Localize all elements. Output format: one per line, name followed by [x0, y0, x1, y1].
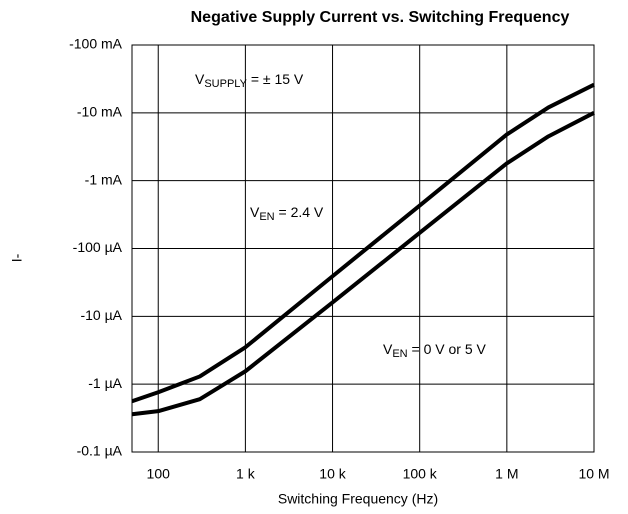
annotation: VSUPPLY = ± 15 V	[195, 71, 304, 90]
annotation-suffix: = 0 V or 5 V	[408, 341, 487, 357]
series-line	[131, 111, 595, 417]
annotation: VEN = 2.4 V	[250, 204, 324, 223]
y-tick-label: -1 mA	[85, 171, 123, 187]
annotation-base: V	[250, 204, 260, 220]
x-tick-label: 100	[147, 466, 171, 482]
annotation-sub: EN	[259, 211, 274, 223]
y-tick-label: -100 mA	[69, 36, 123, 52]
x-tick-label: 10 M	[578, 466, 609, 482]
x-axis-label: Switching Frequency (Hz)	[278, 491, 438, 507]
x-tick-label: 100 k	[403, 466, 438, 482]
annotation-sub: EN	[392, 348, 407, 360]
y-tick-label: -10 µA	[80, 307, 122, 323]
annotation-base: V	[195, 71, 205, 87]
x-tick-label: 1 M	[495, 466, 518, 482]
y-tick-label: -1 µA	[88, 375, 122, 391]
annotation-suffix: = ± 15 V	[247, 71, 304, 87]
y-tick-label: -10 mA	[77, 104, 123, 120]
x-tick-label: 10 k	[319, 466, 346, 482]
y-axis-label: I-	[9, 253, 25, 262]
annotation-sub: SUPPLY	[204, 78, 247, 90]
x-tick-label: 1 k	[236, 466, 256, 482]
series-line	[131, 82, 595, 404]
chart-title: Negative Supply Current vs. Switching Fr…	[191, 9, 570, 26]
y-tick-label: -0.1 µA	[77, 443, 123, 459]
annotation-suffix: = 2.4 V	[275, 204, 324, 220]
annotation-base: V	[383, 341, 393, 357]
y-tick-label: -100 µA	[73, 239, 123, 255]
annotation: VEN = 0 V or 5 V	[383, 341, 486, 360]
